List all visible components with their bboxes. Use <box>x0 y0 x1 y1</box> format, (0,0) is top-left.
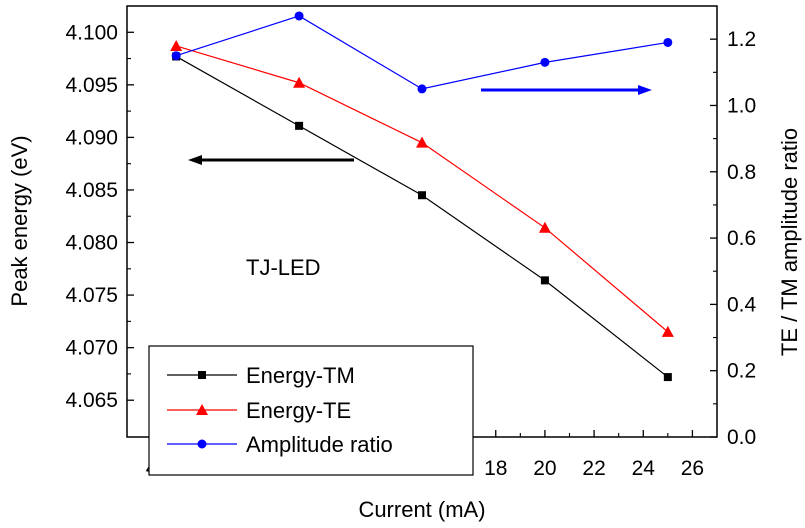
y-left-tick-label: 4.085 <box>65 179 118 202</box>
series-line-energy-tm <box>175 55 669 378</box>
left-y-axis-title: Peak energy (eV) <box>7 135 32 306</box>
legend-label-amplitude-ratio: Amplitude ratio <box>246 432 393 457</box>
y-left-tick-label: 4.070 <box>65 337 118 360</box>
right-y-axis-title: TE / TM amplitude ratio <box>777 128 802 356</box>
x-tick-label: 24 <box>632 457 656 480</box>
data-point-energy-te <box>170 39 183 51</box>
series-layer <box>170 11 674 382</box>
y-left-tick-label: 4.095 <box>65 74 118 97</box>
data-point-amplitude-ratio <box>417 84 427 94</box>
legend-marker-energy-te <box>196 404 208 415</box>
data-point-energy-te <box>661 325 674 337</box>
y-right-tick-label: 0.8 <box>727 161 756 184</box>
y-left-tick-label: 4.080 <box>65 232 118 255</box>
y-right-tick-label: 0.2 <box>727 360 756 383</box>
x-tick-label: 26 <box>681 457 704 480</box>
data-point-energy-te <box>416 136 428 148</box>
data-point-amplitude-ratio <box>663 37 673 47</box>
y-left-tick-label: 4.090 <box>65 126 118 149</box>
y-left-tick-label: 4.100 <box>65 21 118 44</box>
legend-marker-energy-tm <box>198 371 206 379</box>
x-tick-label: 20 <box>533 457 556 480</box>
y-left-tick-label: 4.075 <box>65 284 118 307</box>
legend-marker-amplitude-ratio <box>197 439 207 449</box>
legend-label-energy-te: Energy-TE <box>246 398 351 423</box>
x-tick-label: 22 <box>582 457 605 480</box>
data-point-energy-tm <box>418 191 426 200</box>
data-point-energy-tm <box>295 121 304 130</box>
data-point-amplitude-ratio <box>540 57 550 67</box>
x-tick-label: 18 <box>484 457 507 480</box>
data-point-energy-te <box>538 221 551 233</box>
annotation-label: TJ-LED <box>246 255 321 280</box>
data-point-amplitude-ratio <box>294 11 304 21</box>
y-right-tick-label: 1.2 <box>727 28 756 51</box>
data-point-energy-tm <box>540 276 549 285</box>
right-y-axis-ticks: 0.0 0.2 0.4 0.6 0.8 1.0 1.2 <box>710 28 757 449</box>
axis-arrowhead-left <box>188 155 202 165</box>
legend: Energy-TM Energy-TE Amplitude ratio <box>148 345 474 476</box>
data-point-amplitude-ratio <box>171 51 181 61</box>
data-point-energy-tm <box>663 373 672 382</box>
y-right-tick-label: 0.0 <box>727 426 756 449</box>
y-right-tick-label: 0.6 <box>727 227 756 250</box>
legend-label-energy-tm: Energy-TM <box>246 363 355 388</box>
y-left-tick-label: 4.065 <box>65 389 118 412</box>
y-right-tick-label: 0.4 <box>727 293 757 316</box>
left-y-axis-ticks: 4.065 4.070 4.075 4.080 4.085 4.090 4.095 4.100 <box>65 21 134 412</box>
data-point-energy-te <box>293 76 306 88</box>
series-line-amplitude-ratio <box>175 15 668 90</box>
axis-arrowhead-right <box>638 85 652 95</box>
y-right-tick-label: 1.0 <box>727 94 756 117</box>
arrow-layer <box>188 85 652 165</box>
x-axis-title: Current (mA) <box>358 497 485 522</box>
